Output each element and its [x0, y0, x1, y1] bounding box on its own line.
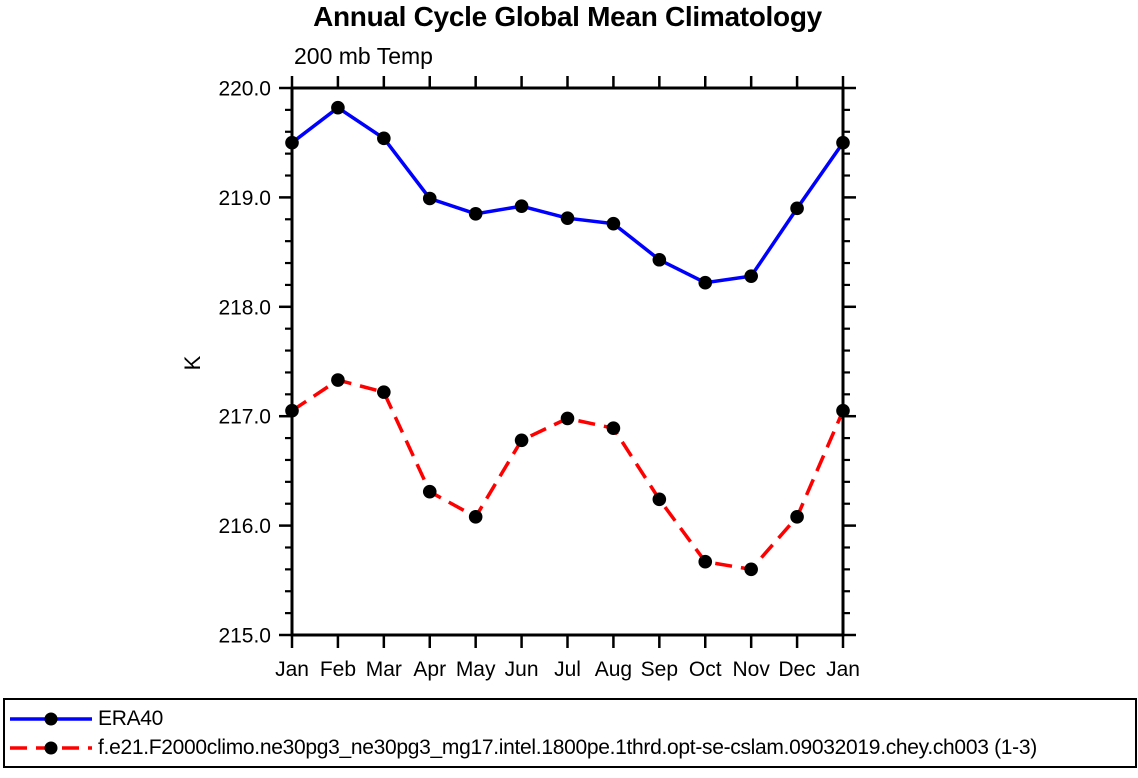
data-point-marker: [285, 135, 299, 150]
data-point-marker: [422, 191, 437, 206]
legend-line-sample-dashed-icon: [10, 741, 92, 754]
y-tick-label: 218.0: [218, 296, 271, 319]
data-point-marker: [836, 135, 850, 150]
data-point-marker: [331, 100, 345, 115]
x-tick-label: Dec: [778, 658, 815, 681]
legend-sample-marker: [44, 712, 58, 725]
series-line-1: [291, 378, 845, 572]
data-point-marker: [606, 216, 621, 231]
legend-label-era40: ERA40: [98, 706, 164, 730]
data-point-marker: [652, 492, 667, 507]
y-tick-label: 216.0: [218, 515, 271, 538]
y-tick-label: 219.0: [218, 187, 271, 210]
legend-label-model-run: f.e21.F2000climo.ne30pg3_ne30pg3_mg17.in…: [98, 735, 1037, 759]
x-tick-label: Mar: [366, 658, 402, 681]
data-point-marker: [285, 403, 299, 418]
data-point-marker: [468, 510, 483, 524]
data-point-marker: [377, 385, 391, 399]
data-point-marker: [606, 421, 621, 436]
plot-frame: [290, 86, 845, 637]
data-point-marker: [560, 211, 575, 225]
x-tick-label: Aug: [595, 658, 632, 681]
data-point-marker: [836, 403, 850, 418]
data-point-marker: [514, 199, 529, 213]
y-tick-label: 220.0: [218, 78, 271, 101]
legend-item-era40: ERA40: [8, 704, 1135, 733]
chart-title: Annual Cycle Global Mean Climatology: [313, 1, 822, 32]
data-point-marker: [468, 207, 483, 221]
data-point-marker: [560, 411, 575, 426]
y-tick-label: 217.0: [218, 406, 271, 429]
x-tick-label: Jan: [275, 658, 309, 681]
data-point-marker: [652, 252, 667, 267]
data-point-marker: [331, 373, 345, 387]
x-tick-label: Feb: [320, 658, 356, 681]
data-point-marker: [744, 562, 758, 577]
legend-item-model-run: f.e21.F2000climo.ne30pg3_ne30pg3_mg17.in…: [8, 733, 1135, 762]
x-tick-label: Apr: [413, 658, 446, 681]
x-tick-label: May: [456, 658, 496, 681]
x-tick-label: Jun: [505, 658, 539, 681]
data-point-marker: [698, 554, 713, 569]
y-tick-label: 215.0: [218, 625, 271, 648]
data-point-marker: [790, 510, 804, 524]
chart-subtitle: 200 mb Temp: [294, 43, 433, 69]
x-tick-label: Jul: [554, 658, 581, 681]
legend-sample-marker: [44, 741, 58, 754]
data-point-marker: [744, 269, 758, 283]
data-point-marker: [698, 275, 713, 290]
series-line-0: [290, 105, 845, 285]
plot-area: Jan Feb Mar Apr May Jun Jul Aug Sep Oct Nov Dec Jan2…: [218, 76, 860, 681]
x-tick-label: Oct: [689, 658, 722, 681]
data-point-marker: [377, 131, 391, 146]
x-tick-label: Sep: [641, 658, 678, 681]
legend: ERA40 f.e21.F2000climo.ne30pg3_ne30pg3_m…: [3, 698, 1137, 768]
legend-line-sample-solid-icon: [10, 712, 92, 725]
data-point-marker: [422, 484, 437, 499]
data-point-marker: [514, 433, 529, 448]
x-tick-label: Jan: [826, 658, 860, 681]
x-tick-label: Nov: [732, 658, 770, 681]
data-point-marker: [790, 201, 804, 216]
